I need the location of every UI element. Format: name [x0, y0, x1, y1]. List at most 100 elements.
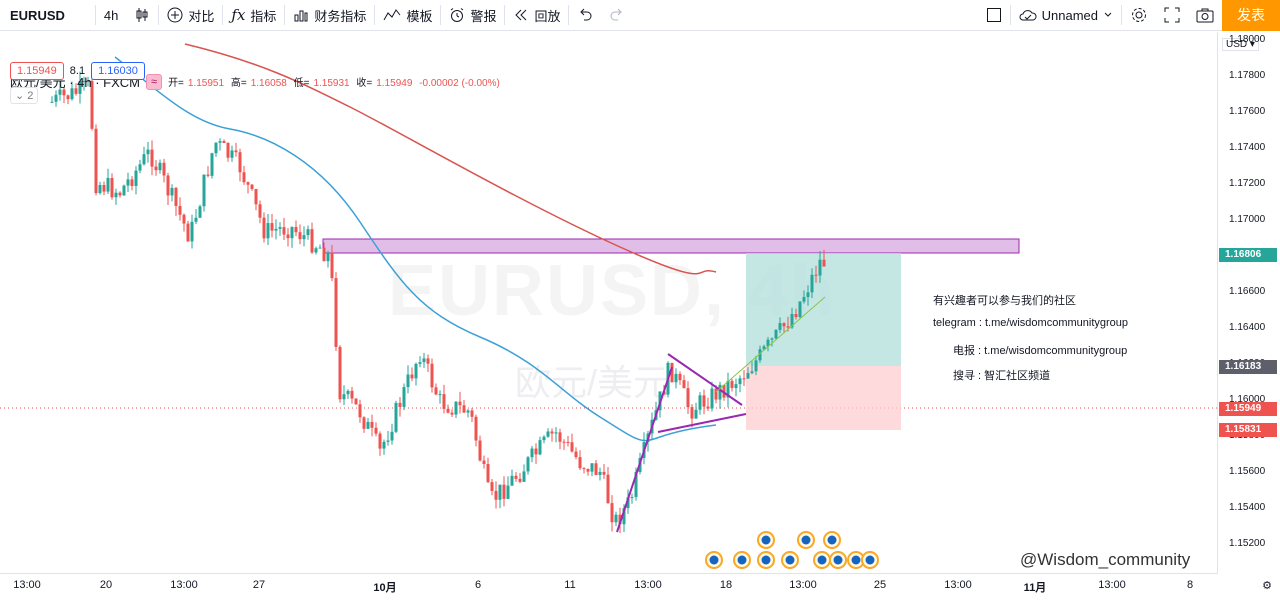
camera-icon[interactable] [1188, 0, 1222, 31]
candle-body [566, 442, 570, 444]
price-tick-label: 1.17400 [1229, 142, 1266, 153]
candle-body [306, 229, 310, 236]
triangle-upper-line [667, 353, 743, 406]
candle-body [502, 484, 506, 499]
low-label: 低= [293, 78, 310, 89]
candle-body [210, 153, 214, 176]
price-axis[interactable]: USD ▾ 1.18000 1.17800 1.17600 1.17400 1.1720… [1218, 32, 1280, 573]
candle-body [118, 192, 122, 196]
layout-name: Unnamed [1041, 7, 1098, 23]
candle-body [98, 185, 102, 194]
symbol-search[interactable]: EURUSD [10, 7, 65, 23]
candle-body [674, 373, 678, 383]
time-axis[interactable]: ⚙ 13:00 20 13:00 27 10月 6 11 13:00 18 13:00 25 13:0… [0, 573, 1272, 601]
indicators-toggle[interactable]: ⌄ 2 [10, 87, 39, 104]
visibility-toggle[interactable]: ≈ [146, 73, 163, 90]
sell-price-button[interactable]: 1.15949 [10, 62, 64, 80]
candle-body [198, 206, 202, 218]
candle-body [698, 395, 702, 410]
compare-button[interactable]: 对比 [159, 0, 222, 31]
currency-selector[interactable]: USD ▾ [1222, 38, 1259, 51]
symbol-watermark-description: 欧元/美元 [515, 362, 670, 403]
chevron-down-icon [1103, 10, 1113, 20]
candle-body [254, 189, 258, 205]
candle-body [330, 252, 334, 279]
close-value: 1.15949 [376, 78, 413, 89]
indicators-button[interactable]: ƒx 指标 [223, 0, 284, 31]
publish-button[interactable]: 发表 [1222, 0, 1280, 31]
candle-body [782, 323, 786, 327]
open-value: 1.15951 [187, 78, 225, 89]
candle-body [742, 378, 746, 380]
supply-zone [322, 238, 1020, 254]
alert-button[interactable]: 警报 [441, 0, 504, 31]
candle-body [78, 81, 82, 94]
triangle-lower-line [657, 413, 747, 433]
candle-body [478, 440, 482, 461]
undo-icon[interactable] [569, 0, 601, 31]
slow-moving-average [184, 43, 717, 275]
time-tick-label: 10月 [373, 582, 397, 594]
gear-icon[interactable] [1122, 0, 1156, 31]
take-profit-zone [746, 253, 901, 366]
candle-body [150, 149, 154, 167]
candle-body [722, 384, 726, 398]
templates-button[interactable]: 模板 [375, 0, 440, 31]
price-marker-label: 1.16183 [1219, 360, 1277, 375]
candle-body [426, 358, 430, 364]
candle-body [762, 346, 766, 350]
candle-body [74, 88, 78, 94]
financials-label: 财务指标 [314, 8, 367, 24]
candle-body [354, 398, 358, 405]
candle-body [382, 441, 386, 449]
candles-icon[interactable] [126, 0, 158, 31]
interval-button[interactable]: 4h [103, 7, 119, 23]
redo-icon[interactable] [601, 0, 633, 31]
currency-label: USD [1226, 39, 1248, 50]
candle-body [462, 405, 466, 413]
buy-price-button[interactable]: 1.16030 [91, 62, 145, 80]
candle-body [310, 229, 314, 253]
candle-body [378, 433, 382, 449]
candle-body [746, 373, 750, 379]
candle-body [322, 247, 326, 262]
candle-body [298, 232, 302, 240]
time-tick-label: 13:00 [944, 579, 972, 591]
candle-body [754, 360, 758, 372]
templates-label: 模板 [406, 8, 433, 24]
price-marker-label: 1.16806 [1219, 247, 1277, 262]
candle-body [238, 152, 242, 173]
chart-pane[interactable]: EURUSD, 4h 欧元/美元 欧元/美元 · 4h · FXCM ≈ 开= 1… [0, 32, 1218, 573]
time-tick-label: 11月 [1023, 582, 1047, 594]
candle-body [62, 89, 66, 96]
price-chart-canvas[interactable] [0, 32, 1218, 573]
candle-body [450, 412, 454, 415]
candle-body [434, 387, 438, 395]
price-marker-label: 1.15949 [1219, 402, 1277, 417]
cloud-icon [1019, 8, 1037, 22]
candle-body [818, 259, 822, 276]
indicators-collapse[interactable]: ⌄ 2 [10, 87, 39, 104]
candle-body [542, 436, 546, 441]
candle-body [142, 154, 146, 165]
telegram-note: telegram : t.me/wisdomcommunitygroup [933, 317, 1129, 329]
candle-body [574, 451, 578, 458]
ohlc-values: 开= 1.15951 高= 1.16058 低= 1.15931 收= 1.15949 … [168, 74, 504, 89]
layout-menu[interactable]: Unnamed [1011, 0, 1121, 31]
replay-button[interactable]: 回放 [505, 0, 568, 31]
toolbar-divider [94, 5, 96, 25]
toolbar-divider [1009, 5, 1011, 25]
candle-body [802, 297, 806, 302]
checkbox-square-icon[interactable] [978, 0, 1010, 31]
fullscreen-icon[interactable] [1156, 0, 1188, 31]
indicators-count: 2 [27, 90, 34, 102]
economic-event-flag-icon [761, 535, 771, 545]
financials-button[interactable]: 财务指标 [285, 0, 374, 31]
toolbar-divider [158, 5, 160, 25]
top-toolbar: EURUSD 4h 对比 ƒx 指标 财务指标 模板 警报 [0, 0, 1280, 31]
time-tick-label: 20 [99, 579, 113, 591]
change-value: -0.00002 (-0.00%) [419, 78, 500, 89]
candle-body [94, 128, 98, 194]
gear-icon[interactable]: ⚙ [1262, 580, 1272, 592]
